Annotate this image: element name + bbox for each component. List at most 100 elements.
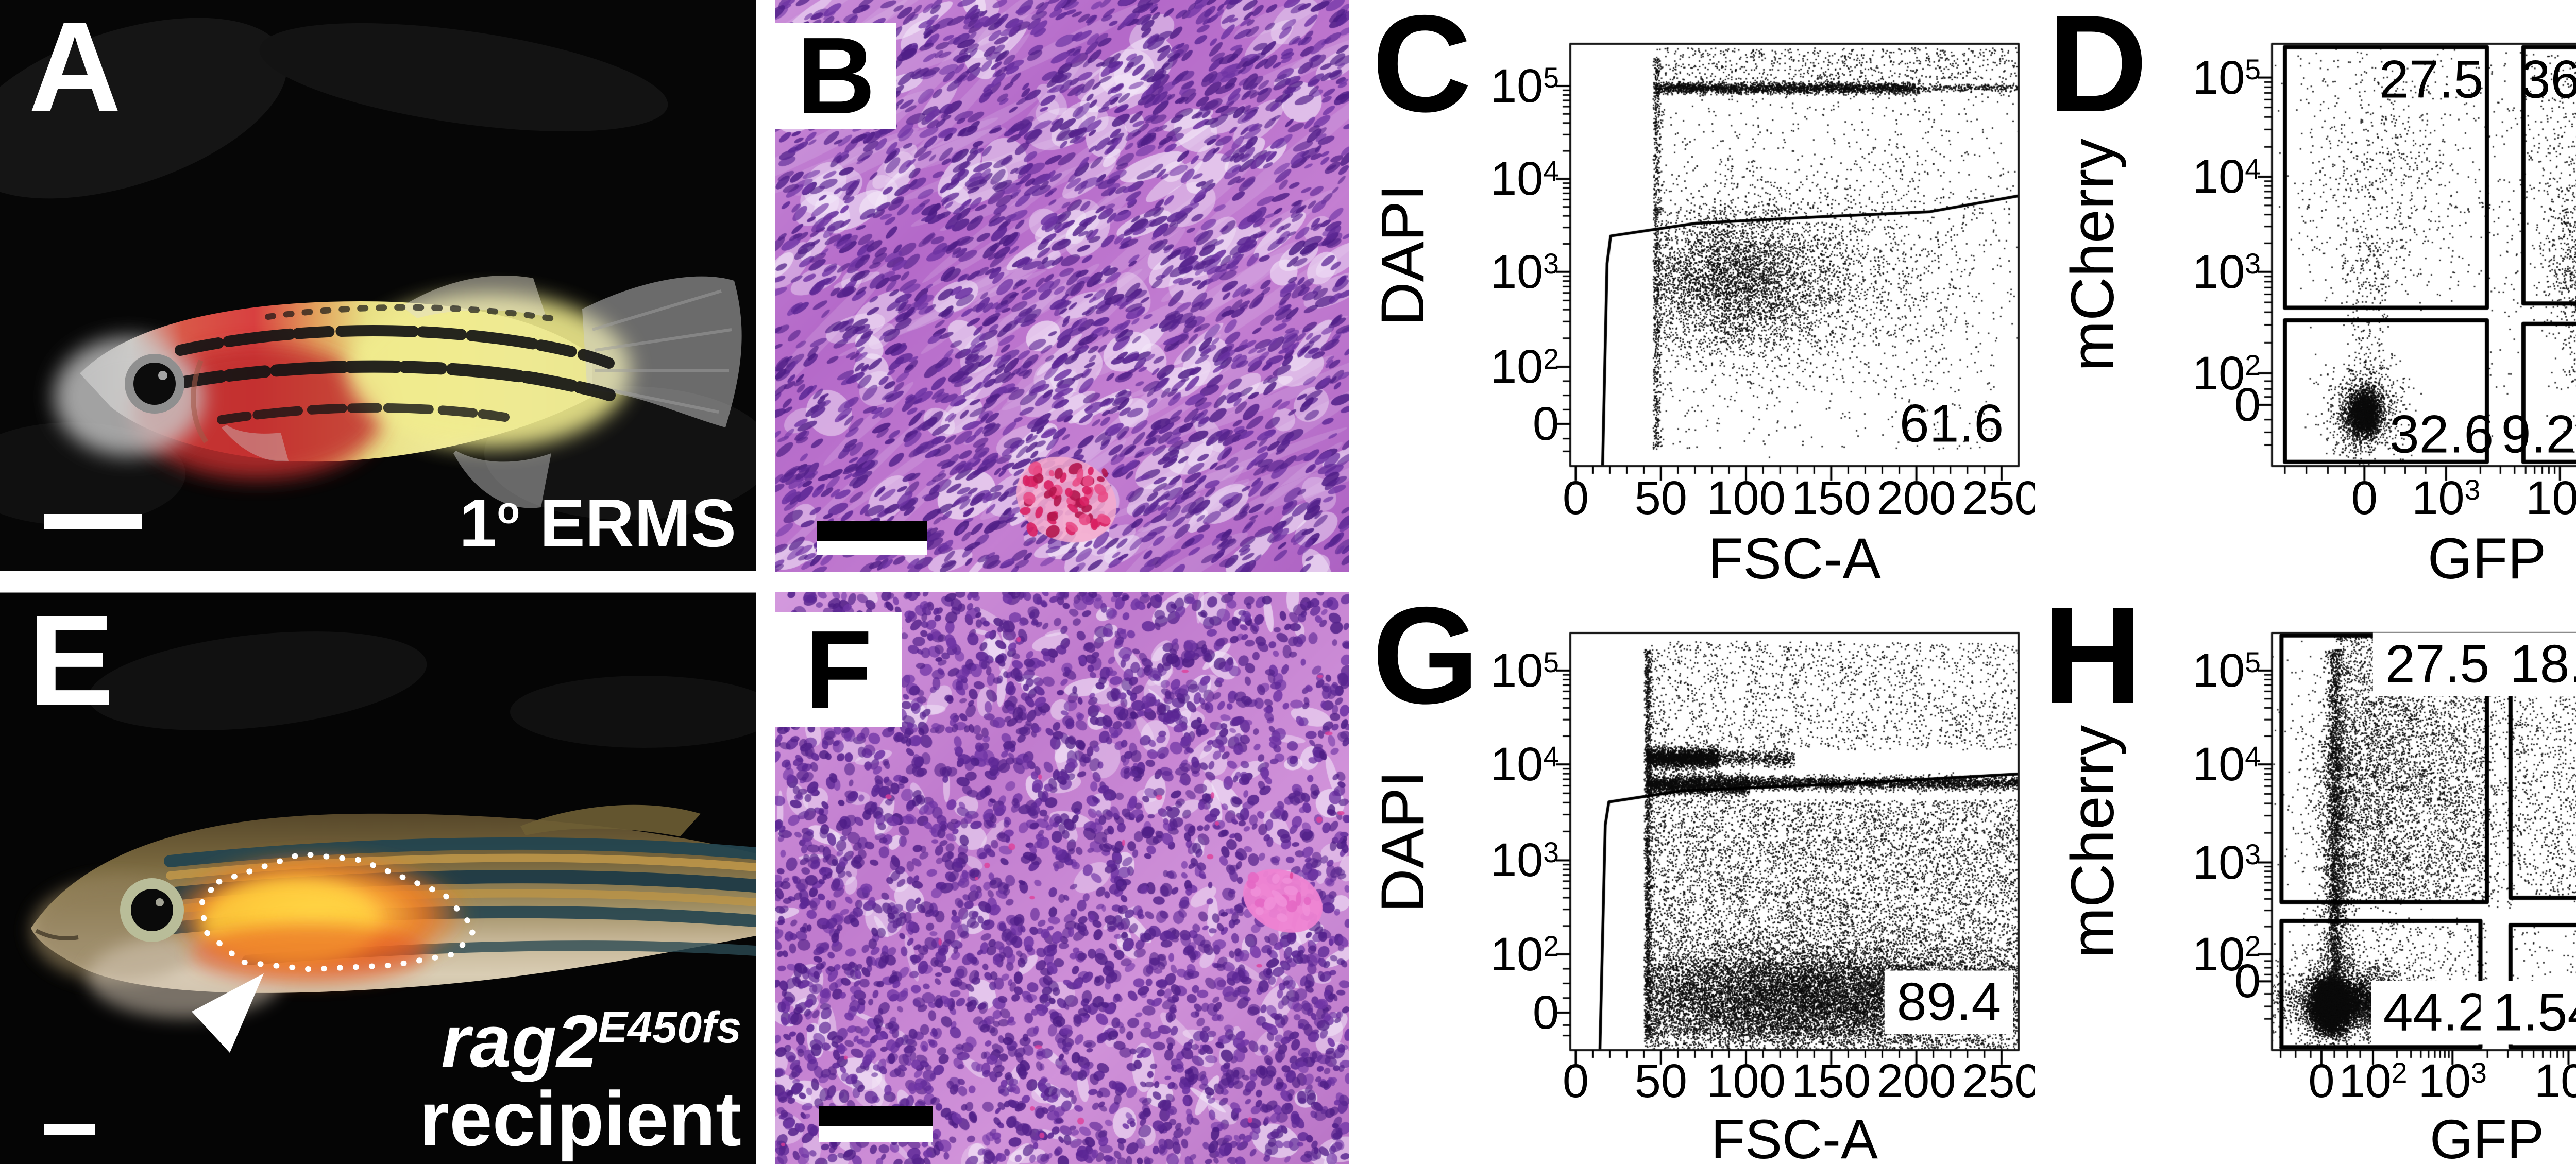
x-tick-label: 0 [1562, 1055, 1589, 1107]
panel-letter-c: C [1372, 0, 1472, 141]
y-tick-label: 104 [2192, 150, 2261, 203]
caption-line2: recipient [419, 1075, 741, 1162]
panel-c-flow-plot: C DAPI FSC-A 61.6 0 50 100 150 200 250 105 104 1… [1349, 0, 2035, 582]
panel-d-flow-plot: D mCherry GFP 27.5 36.0 32.6 9.23 0 103 10… [2035, 0, 2576, 582]
scale-bar [819, 1106, 933, 1126]
gate-percentage: 89.4 [1884, 970, 2014, 1034]
scale-bar-underlay [819, 1126, 933, 1142]
y-tick-label: 103 [2192, 245, 2261, 298]
panel-b-histology: B [775, 0, 1349, 572]
caption-recipient: rag2E450fs recipient [419, 1002, 741, 1162]
exponent: 2 [2245, 349, 2261, 381]
y-axis-label-mcherry: mCherry [2059, 725, 2127, 958]
caption-number: 1 [459, 485, 497, 561]
caption-text: ERMS [520, 485, 736, 561]
y-tick-label: 0 [2234, 955, 2261, 1008]
x-axis-label-fsc: FSC-A [1711, 1108, 1878, 1164]
quadrant-percentage-bottom-left: 44.2 [2370, 981, 2500, 1045]
x-tick-label: 50 [1634, 1055, 1687, 1107]
y-tick-label: 0 [1532, 986, 1559, 1039]
quadrant-percentage-top-left: 27.5 [2372, 632, 2502, 696]
exponent: 3 [1543, 248, 1559, 280]
x-tick-label: 104 [2534, 1055, 2576, 1107]
y-tick-label: 104 [1490, 152, 1559, 206]
y-tick-label: 105 [1490, 644, 1559, 697]
scale-bar [44, 1124, 95, 1135]
x-tick-label: 103 [2418, 1055, 2487, 1107]
scale-bar [44, 514, 142, 529]
y-tick-label: 102 [2192, 347, 2261, 400]
exponent: 2 [1543, 930, 1559, 963]
x-tick-label: 100 [1706, 472, 1786, 524]
panel-letter-b: B [796, 14, 876, 137]
y-axis-label-dapi: DAPI [1369, 184, 1437, 326]
panel-letter-box-f: F [775, 612, 902, 727]
exponent: 5 [1543, 62, 1559, 94]
panel-f-histology: F [775, 592, 1349, 1164]
fish-erms-illustration [0, 0, 756, 571]
panel-letter-g: G [1372, 592, 1480, 732]
x-tick-label: 200 [1876, 472, 1956, 524]
fish-recipient-illustration [0, 593, 756, 1164]
panel-h-flow-plot: H mCherry GFP 27.5 18.3 44.2 1.54 010210… [2035, 592, 2576, 1164]
quadrant-percentage-top-right: 36.0 [2520, 49, 2576, 110]
panel-letter-box-b: B [775, 14, 896, 137]
exponent: 2 [2391, 1057, 2408, 1089]
scale-bar [817, 521, 927, 541]
x-tick-label: 0 [2351, 472, 2378, 524]
y-tick-label: 103 [2192, 836, 2261, 889]
x-tick-label: 0 [1562, 472, 1589, 524]
x-tick-label: 50 [1634, 472, 1687, 524]
scale-bar-underlay [817, 541, 927, 555]
x-tick-label: 200 [1876, 1055, 1956, 1107]
exponent: 5 [2245, 54, 2261, 85]
y-tick-label: 105 [1490, 60, 1559, 112]
y-tick-label: 104 [2192, 738, 2261, 791]
gate-percentage: 61.6 [1899, 393, 2004, 454]
allele-superscript: E450fs [598, 1002, 741, 1052]
flow-scatter-canvas-d [2035, 0, 2576, 582]
panel-letter-e: E [28, 592, 114, 732]
panel-a-photo: A 1o ERMS [0, 0, 756, 571]
x-tick-label: 150 [1791, 1055, 1871, 1107]
flow-scatter-canvas-c [1349, 0, 2035, 582]
y-tick-label: 103 [1490, 834, 1559, 887]
panel-letter-a: A [28, 0, 122, 139]
x-axis-label-gfp: GFP [2427, 526, 2547, 582]
exponent: 2 [1543, 343, 1559, 375]
y-tick-label: 102 [1490, 928, 1559, 981]
exponent: 3 [2245, 248, 2261, 280]
flow-scatter-canvas-g [1349, 592, 2035, 1164]
x-axis-label-fsc: FSC-A [1708, 526, 1881, 582]
caption-primary-erms: 1o ERMS [459, 484, 736, 562]
y-axis-label-mcherry: mCherry [2059, 138, 2127, 372]
panel-letter-f: F [804, 607, 873, 732]
x-tick-label: 250 [1962, 472, 2035, 524]
x-tick-label: 150 [1791, 472, 1871, 524]
exponent: 5 [1543, 646, 1559, 679]
x-tick-label: 250 [1962, 1055, 2035, 1107]
y-tick-label: 102 [2192, 928, 2261, 981]
y-tick-label: 103 [1490, 245, 1559, 298]
x-axis-label-gfp: GFP [2429, 1108, 2545, 1164]
exponent: 3 [1543, 836, 1559, 868]
arrowhead-icon [192, 973, 264, 1053]
exponent: 2 [2245, 930, 2261, 963]
exponent: 5 [2245, 646, 2261, 679]
quadrant-percentage-top-right: 18.3 [2497, 632, 2576, 696]
x-tick-label: 103 [2412, 472, 2481, 524]
y-tick-label: 105 [2192, 644, 2261, 697]
x-tick-label: 104 [2526, 472, 2576, 524]
exponent: 4 [2245, 740, 2261, 773]
y-tick-label: 0 [1532, 398, 1559, 450]
panel-g-flow-plot: G DAPI FSC-A 89.4 0 50 100 150 200 250 105 104 1… [1349, 592, 2035, 1164]
exponent: 3 [2464, 474, 2481, 506]
y-tick-label: 0 [2234, 379, 2261, 432]
y-tick-label: 105 [2192, 51, 2261, 104]
exponent: 4 [1543, 740, 1559, 773]
quadrant-percentage-bottom-right: 1.54 [2480, 981, 2576, 1045]
panel-e-photo: E rag2E450fs recipient [0, 592, 756, 1164]
panel-letter-d: D [2048, 0, 2148, 141]
y-axis-label-dapi: DAPI [1369, 771, 1437, 913]
